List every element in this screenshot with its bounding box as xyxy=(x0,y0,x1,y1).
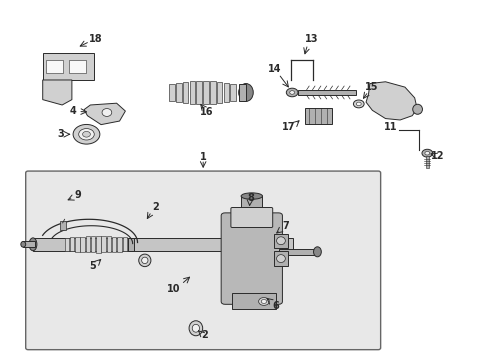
Ellipse shape xyxy=(353,100,364,108)
Ellipse shape xyxy=(286,88,297,97)
Bar xyxy=(33,238,292,251)
Text: 14: 14 xyxy=(267,64,281,74)
Bar xyxy=(75,237,80,252)
Polygon shape xyxy=(42,80,72,105)
Text: 18: 18 xyxy=(89,34,103,44)
Ellipse shape xyxy=(21,242,26,247)
Ellipse shape xyxy=(82,131,90,137)
Ellipse shape xyxy=(102,109,112,116)
Text: 7: 7 xyxy=(282,221,288,231)
Bar xyxy=(42,53,94,80)
Bar xyxy=(91,236,95,252)
Ellipse shape xyxy=(289,91,294,94)
Bar xyxy=(169,84,174,101)
Bar xyxy=(112,237,116,252)
Text: 5: 5 xyxy=(89,261,96,271)
Ellipse shape xyxy=(189,321,202,336)
Bar xyxy=(117,237,122,252)
Text: 2: 2 xyxy=(201,330,207,341)
Ellipse shape xyxy=(29,238,37,251)
Bar xyxy=(46,60,63,73)
Ellipse shape xyxy=(412,104,422,114)
Ellipse shape xyxy=(79,129,94,140)
Polygon shape xyxy=(366,82,416,120)
Bar xyxy=(196,81,202,104)
Bar xyxy=(273,234,287,248)
Bar xyxy=(60,221,65,230)
Bar xyxy=(230,84,236,101)
Text: 2: 2 xyxy=(152,202,159,212)
Text: 12: 12 xyxy=(430,151,444,161)
Ellipse shape xyxy=(313,247,321,257)
FancyBboxPatch shape xyxy=(26,171,380,350)
Bar xyxy=(273,251,287,266)
Bar xyxy=(23,242,35,247)
Text: 10: 10 xyxy=(167,284,181,294)
Text: 13: 13 xyxy=(304,34,318,44)
Bar xyxy=(203,81,208,104)
Ellipse shape xyxy=(356,102,361,106)
Bar xyxy=(232,293,276,309)
Ellipse shape xyxy=(421,149,432,157)
Bar xyxy=(70,237,74,251)
Ellipse shape xyxy=(276,237,285,245)
Bar xyxy=(96,236,101,252)
Text: 3: 3 xyxy=(57,129,64,139)
Bar xyxy=(209,81,215,104)
Text: 1: 1 xyxy=(200,152,206,162)
Bar xyxy=(278,249,317,255)
Bar xyxy=(102,236,106,252)
Bar xyxy=(85,236,90,252)
Bar xyxy=(183,82,188,103)
Bar xyxy=(297,90,356,95)
Bar xyxy=(241,196,262,219)
Ellipse shape xyxy=(241,193,262,199)
Polygon shape xyxy=(84,103,125,125)
Ellipse shape xyxy=(238,84,253,102)
Ellipse shape xyxy=(73,125,100,144)
Text: 15: 15 xyxy=(365,82,378,92)
Ellipse shape xyxy=(261,300,266,303)
Bar xyxy=(176,83,181,102)
Text: 6: 6 xyxy=(272,301,279,311)
Text: 9: 9 xyxy=(75,190,81,200)
Bar xyxy=(216,82,222,103)
Bar xyxy=(189,81,195,104)
Ellipse shape xyxy=(142,257,148,264)
Text: 17: 17 xyxy=(281,122,294,132)
FancyBboxPatch shape xyxy=(221,213,282,304)
Ellipse shape xyxy=(258,297,269,305)
Ellipse shape xyxy=(276,255,285,262)
Text: 4: 4 xyxy=(69,106,76,116)
Bar xyxy=(122,237,127,251)
Bar xyxy=(223,83,229,102)
Bar xyxy=(127,238,133,251)
Bar xyxy=(305,108,331,123)
Bar xyxy=(425,156,428,168)
Ellipse shape xyxy=(241,216,262,222)
Text: 11: 11 xyxy=(383,122,396,132)
FancyBboxPatch shape xyxy=(230,207,272,228)
Bar xyxy=(64,238,69,251)
Bar xyxy=(80,237,85,252)
Bar xyxy=(238,84,245,102)
Bar xyxy=(106,236,111,252)
Text: 8: 8 xyxy=(246,193,253,203)
Ellipse shape xyxy=(424,152,429,155)
Ellipse shape xyxy=(139,254,151,267)
Text: 16: 16 xyxy=(200,107,213,117)
Bar xyxy=(69,60,86,73)
Ellipse shape xyxy=(192,324,199,332)
